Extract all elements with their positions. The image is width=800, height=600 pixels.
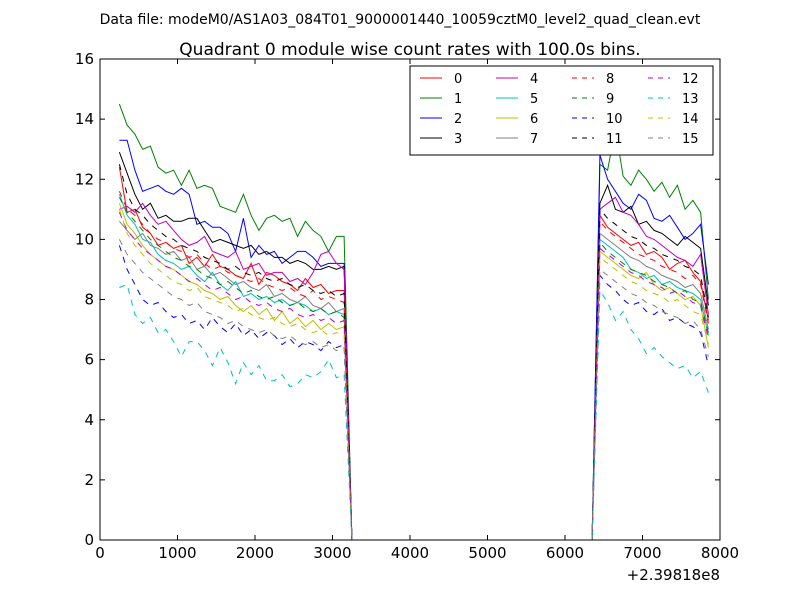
x-tick-label: 3000 xyxy=(313,544,351,562)
y-tick-label: 10 xyxy=(75,230,94,248)
legend-label-14: 14 xyxy=(682,112,699,127)
x-tick-label: 1000 xyxy=(158,544,196,562)
legend-label-1: 1 xyxy=(454,92,462,107)
legend-label-7: 7 xyxy=(530,132,538,147)
legend-label-6: 6 xyxy=(530,112,538,127)
x-tick-label: 2000 xyxy=(236,544,274,562)
legend-label-12: 12 xyxy=(682,72,699,87)
legend-label-13: 13 xyxy=(682,92,699,107)
x-tick-label: 0 xyxy=(95,544,105,562)
legend-label-5: 5 xyxy=(530,92,538,107)
y-tick-label: 8 xyxy=(84,291,94,309)
legend-label-0: 0 xyxy=(454,72,462,87)
axis-layer: 0 1000 2000 3000 4000 5000 6000 7000 80000246810… xyxy=(75,50,739,562)
x-tick-label: 6000 xyxy=(546,544,584,562)
legend-label-3: 3 xyxy=(454,132,462,147)
x-tick-label: 4000 xyxy=(391,544,429,562)
series-line-12 xyxy=(118,212,709,541)
chart-title: Quadrant 0 module wise count rates with … xyxy=(179,40,640,60)
legend-label-11: 11 xyxy=(606,132,623,147)
legend-label-9: 9 xyxy=(606,92,614,107)
y-tick-label: 16 xyxy=(75,50,94,68)
x-tick-label: 5000 xyxy=(468,544,506,562)
y-tick-label: 6 xyxy=(84,351,94,369)
legend-box xyxy=(409,65,714,156)
legend-label-4: 4 xyxy=(530,72,538,87)
x-offset-label: +2.39818e8 xyxy=(627,566,720,584)
x-tick-label: 7000 xyxy=(623,544,661,562)
x-tick-label: 8000 xyxy=(701,544,739,562)
legend-label-15: 15 xyxy=(682,132,699,147)
legend-label-2: 2 xyxy=(454,112,462,127)
series-line-13 xyxy=(119,283,709,541)
y-tick-label: 0 xyxy=(84,531,94,549)
y-tick-label: 4 xyxy=(84,411,94,429)
legend-label-8: 8 xyxy=(606,72,614,87)
y-tick-label: 12 xyxy=(75,170,94,188)
figure-suptitle: Data file: modeM0/AS1A03_084T01_90000014… xyxy=(100,12,701,28)
y-tick-label: 2 xyxy=(84,471,94,489)
y-tick-label: 14 xyxy=(75,110,94,128)
legend-label-10: 10 xyxy=(606,112,623,127)
